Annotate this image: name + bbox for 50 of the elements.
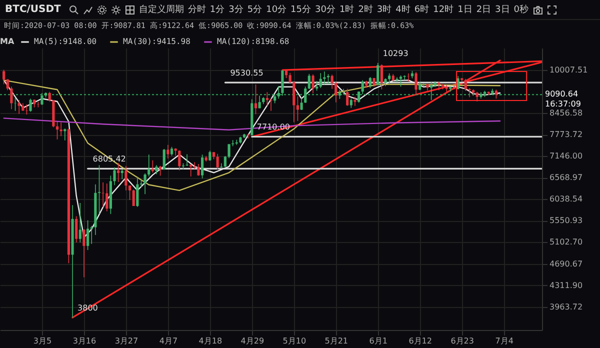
y-tick-label: 6038.54 [550, 194, 583, 204]
text: 12时 [433, 4, 454, 16]
text: 2日 [476, 4, 492, 16]
ref-line-label: 9090.64 [545, 90, 578, 99]
x-tick-label: 7月4 [495, 336, 514, 346]
text: 4时 [396, 4, 410, 16]
x-tick-label: 4月29 [240, 336, 264, 346]
x-tick-label: 5月10 [282, 336, 306, 346]
x-tick-label: 5月21 [324, 336, 348, 346]
text: 1分 [210, 4, 225, 16]
legend-label: MA(120):8198.68 [217, 37, 290, 46]
y-tick-label: 4690.67 [550, 259, 583, 268]
y-tick-label: 5102.70 [550, 238, 583, 247]
text: 1时 [339, 4, 354, 16]
legend-title: MA [0, 37, 15, 46]
x-tick-label: 3月5 [33, 336, 52, 346]
x-tick-label: 4月7 [159, 336, 178, 346]
text: 分时 [188, 4, 206, 16]
legend-label: MA(30):9415.98 [123, 37, 191, 46]
y-tick-label: 7146.00 [550, 152, 583, 161]
text: 3时 [376, 4, 392, 16]
text: 16:37:09 [545, 100, 581, 109]
text: 2时 [358, 4, 373, 16]
text: 3分 [228, 4, 244, 16]
annotation: 9530.55 [230, 68, 264, 78]
y-tick-label: 5550.93 [550, 216, 583, 226]
x-tick-label: 3月27 [114, 336, 138, 346]
text: 15分 [290, 4, 311, 16]
x-tick-label: 6月1 [369, 336, 388, 346]
text: 5分 [247, 4, 262, 16]
text: 自定义周期 [138, 4, 184, 16]
y-tick-label: 7773.72 [550, 130, 583, 140]
x-tick-label: 3月16 [72, 336, 96, 346]
text: 0秒 [514, 4, 529, 16]
chart-title: BTC/USDT [5, 4, 61, 15]
text: 6时 [414, 4, 430, 16]
y-tick-label: 3963.72 [550, 302, 583, 312]
y-tick-label: 6568.97 [550, 173, 583, 182]
x-tick-label: 4月18 [198, 336, 222, 346]
text: 30分 [315, 4, 336, 16]
text: 3日 [495, 4, 510, 16]
text: 10分 [266, 4, 287, 16]
annotation: 10293 [382, 48, 408, 58]
x-tick-label: 6月12 [408, 336, 432, 346]
text: 1日 [458, 4, 472, 16]
legend-label: MA(5):9148.00 [34, 37, 97, 46]
y-tick-label: 8456.58 [550, 108, 583, 118]
x-tick-label: 6月23 [450, 336, 474, 346]
y-tick-label: 4311.90 [550, 280, 583, 290]
y-tick-label: 10007.51 [550, 66, 588, 75]
